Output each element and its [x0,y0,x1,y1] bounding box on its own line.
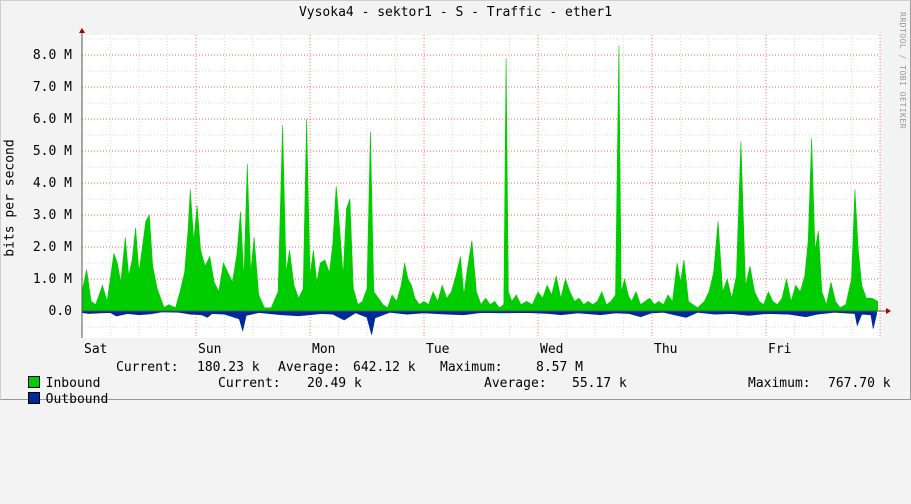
y-tick-label: 6.0 M [33,112,72,127]
x-tick-label: Mon [312,342,335,357]
chart-plot: 0.0 1.0 M 2.0 M 3.0 M 4.0 M 5.0 M 6.0 M 7.0 M 8.… [33,28,891,357]
inbound-area [81,45,878,312]
x-axis-arrow [886,308,891,314]
inbound-current-label: Current: [116,360,179,375]
x-tick-label: Sun [198,342,221,357]
y-tick-label: 5.0 M [33,144,72,159]
inbound-current-value: 180.23 k [197,360,260,375]
y-tick-label: 2.0 M [33,240,72,255]
legend-outbound-row: Outbound Current: 20.49 k Average: 55.17… [12,376,891,407]
chart-title: Vysoka4 - sektor1 - S - Traffic - ether1 [298,5,613,20]
outbound-maximum-label: Maximum: [748,376,811,391]
rrdtool-watermark: RRDTOOL / TOBI OETIKER [898,12,907,129]
inbound-swatch [27,376,40,388]
y-tick-label: 3.0 M [33,208,72,223]
outbound-swatch [27,392,40,404]
y-tick-label: 8.0 M [33,48,72,63]
x-tick-label: Sat [84,342,107,357]
outbound-area [81,310,877,335]
y-tick-label: 4.0 M [33,176,72,191]
x-tick-label: Fri [768,342,791,357]
x-tick-label: Tue [426,342,450,357]
inbound-maximum-value: 8.57 M [536,360,583,375]
outbound-maximum-value: 767.70 k [828,376,891,391]
legend-inbound-row: Inbound Current: 180.23 k Average: 642.1… [12,360,583,391]
y-tick-label: 1.0 M [33,272,72,287]
outbound-current-label: Current: [218,376,281,391]
outbound-average-value: 55.17 k [572,376,627,391]
legend-outbound-name: Outbound [45,392,109,407]
outbound-current-value: 20.49 k [307,376,362,391]
y-axis-arrow [79,28,85,33]
inbound-maximum-label: Maximum: [440,360,503,375]
x-tick-label: Wed [540,342,563,357]
inbound-average-value: 642.12 k [353,360,416,375]
legend-inbound-name: Inbound [45,376,101,391]
outbound-average-label: Average: [484,376,547,391]
x-tick-label: Thu [654,342,677,357]
inbound-average-label: Average: [278,360,341,375]
y-tick-label: 7.0 M [33,80,72,95]
y-tick-label: 0.0 [49,304,72,319]
